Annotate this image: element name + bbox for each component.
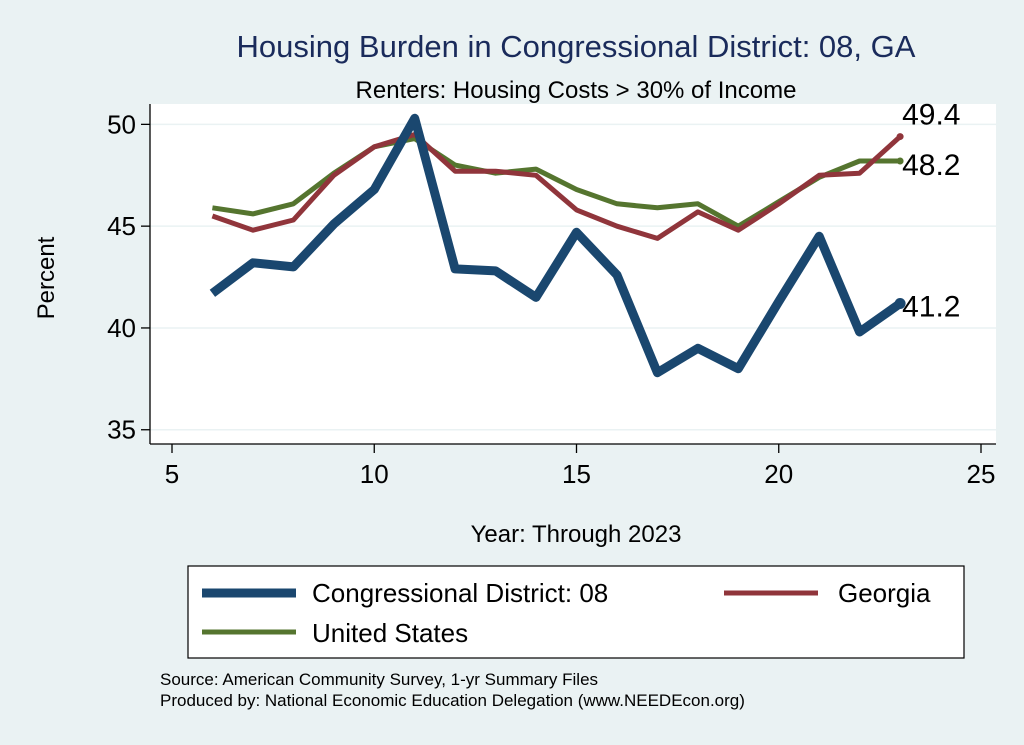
y-tick-label: 45 — [107, 211, 136, 241]
legend-label-district: Congressional District: 08 — [312, 578, 608, 608]
y-tick-label: 35 — [107, 415, 136, 445]
x-tick-label: 20 — [764, 459, 793, 489]
legend-box — [187, 565, 965, 659]
end-label-georgia: 49.4 — [902, 99, 960, 132]
producer-note: Produced by: National Economic Education… — [160, 691, 745, 710]
series-end-marker — [896, 133, 904, 141]
y-tick-label: 50 — [107, 109, 136, 139]
x-tick-label: 10 — [360, 459, 389, 489]
end-label-us: 48.2 — [902, 149, 960, 182]
series-line-district — [209, 113, 903, 378]
x-tick-label: 5 — [165, 459, 179, 489]
series-line-georgia — [211, 132, 902, 241]
legend-label-georgia: Georgia — [838, 578, 931, 608]
source-note: Source: American Community Survey, 1-yr … — [160, 670, 598, 689]
chart-title: Housing Burden in Congressional District… — [237, 29, 916, 64]
x-tick-label: 15 — [562, 459, 591, 489]
y-tick-label: 40 — [107, 313, 136, 343]
series-end-marker — [894, 298, 906, 310]
axes: 35 40 45 50 5 10 15 20 25 — [107, 104, 996, 489]
plot-area — [150, 104, 996, 444]
end-label-district: 41.2 — [902, 291, 960, 324]
series-lines — [209, 113, 906, 378]
y-axis-label: Percent — [33, 236, 60, 319]
series-end-marker — [896, 157, 904, 165]
x-axis-label: Year: Through 2023 — [471, 521, 682, 548]
legend-label-us: United States — [312, 618, 468, 648]
chart-subtitle: Renters: Housing Costs > 30% of Income — [356, 77, 797, 104]
end-labels: 41.2 49.4 48.2 — [902, 99, 960, 324]
x-tick-label: 25 — [967, 459, 996, 489]
